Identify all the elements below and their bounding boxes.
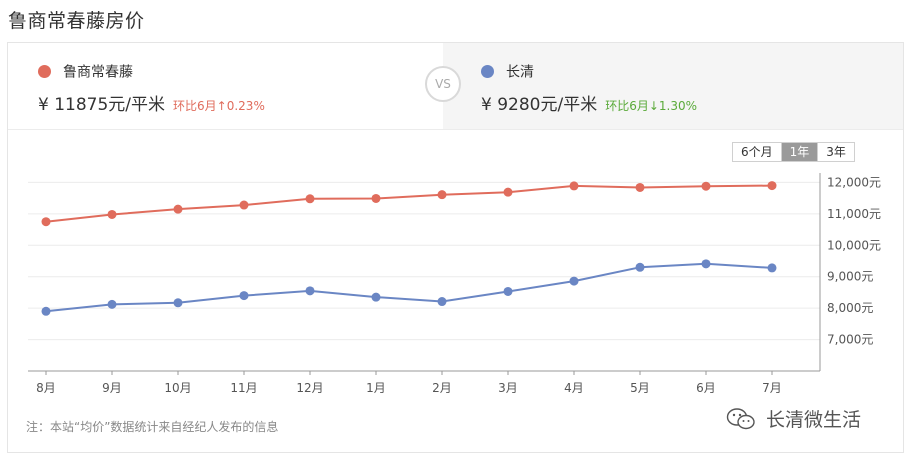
- data-point: [635, 182, 645, 192]
- x-tick-label: 12月: [296, 381, 323, 395]
- watermark: 长清微生活: [726, 405, 861, 432]
- data-point: [107, 299, 117, 309]
- data-point: [239, 291, 249, 301]
- data-point: [437, 190, 447, 200]
- data-point: [701, 259, 711, 269]
- compare-right-name: 长清: [506, 64, 534, 81]
- price-panel: 鲁商常春藤 ¥ 11875元/平米 环比6月↑0.23% VS 长清 ¥ 9280…: [7, 42, 904, 453]
- y-tick-label: 7,000元: [827, 333, 873, 347]
- y-tick-label: 11,000元: [827, 207, 881, 221]
- data-point: [371, 292, 381, 302]
- data-point: [41, 306, 51, 316]
- y-tick-label: 8,000元: [827, 301, 873, 315]
- x-tick-label: 2月: [432, 381, 452, 395]
- compare-left-name: 鲁商常春藤: [63, 64, 133, 81]
- data-point: [569, 181, 579, 191]
- tab-3-years[interactable]: 3年: [817, 143, 854, 161]
- data-point: [701, 181, 711, 191]
- series-dot-icon: [38, 65, 51, 78]
- data-point: [305, 194, 315, 204]
- x-tick-label: 9月: [102, 381, 122, 395]
- x-tick-label: 4月: [564, 381, 584, 395]
- data-point: [305, 286, 315, 296]
- data-point: [437, 297, 447, 307]
- series-line-1: [45, 262, 773, 313]
- x-tick-label: 1月: [366, 381, 386, 395]
- data-point: [503, 286, 513, 296]
- data-point: [173, 204, 183, 214]
- x-tick-label: 8月: [36, 381, 56, 395]
- x-tick-label: 10月: [164, 381, 191, 395]
- x-tick-label: 11月: [230, 381, 257, 395]
- series-dot-icon: [481, 65, 494, 78]
- x-tick-label: 5月: [630, 381, 650, 395]
- y-tick-label: 9,000元: [827, 270, 873, 284]
- x-tick-label: 6月: [696, 381, 716, 395]
- data-point: [767, 181, 777, 191]
- range-tabs: 6个月 1年 3年: [732, 142, 855, 162]
- compare-left: 鲁商常春藤 ¥ 11875元/平米 环比6月↑0.23%: [38, 61, 265, 115]
- wechat-logo-icon: [726, 407, 755, 429]
- data-point: [41, 217, 51, 227]
- compare-right-price: ¥ 9280元/平米: [481, 94, 598, 115]
- price-line-chart: 7,000元 8,000元 9,000元 10,000元 11,000元 12,000元 8…: [28, 173, 881, 395]
- data-point: [107, 209, 117, 219]
- tab-6-months[interactable]: 6个月: [733, 143, 781, 161]
- y-tick-label: 10,000元: [827, 238, 881, 252]
- watermark-text: 长清微生活: [766, 409, 862, 431]
- data-point: [371, 193, 381, 203]
- footnote: 注：本站“均价”数据统计来自经纪人发布的信息: [26, 420, 279, 434]
- page-title: 鲁商常春藤房价: [8, 10, 145, 32]
- data-point: [635, 262, 645, 272]
- vs-badge: VS: [425, 66, 461, 102]
- data-point: [569, 276, 579, 286]
- series-line-0: [45, 184, 773, 223]
- compare-left-price: ¥ 11875元/平米: [38, 94, 166, 115]
- data-point: [767, 263, 777, 273]
- compare-left-delta: 环比6月↑0.23%: [173, 98, 265, 113]
- compare-right: 长清 ¥ 9280元/平米 环比6月↓1.30%: [481, 61, 697, 115]
- comparison-right-background: [443, 43, 903, 129]
- x-tick-label: 3月: [498, 381, 518, 395]
- data-point: [173, 298, 183, 308]
- data-point: [503, 187, 513, 197]
- compare-right-delta: 环比6月↓1.30%: [605, 98, 698, 113]
- comparison-header: 鲁商常春藤 ¥ 11875元/平米 环比6月↑0.23% VS 长清 ¥ 9280…: [8, 43, 903, 130]
- x-tick-label: 7月: [762, 381, 782, 395]
- data-point: [239, 200, 249, 210]
- tab-1-year[interactable]: 1年: [780, 143, 818, 161]
- y-tick-label: 12,000元: [827, 175, 881, 189]
